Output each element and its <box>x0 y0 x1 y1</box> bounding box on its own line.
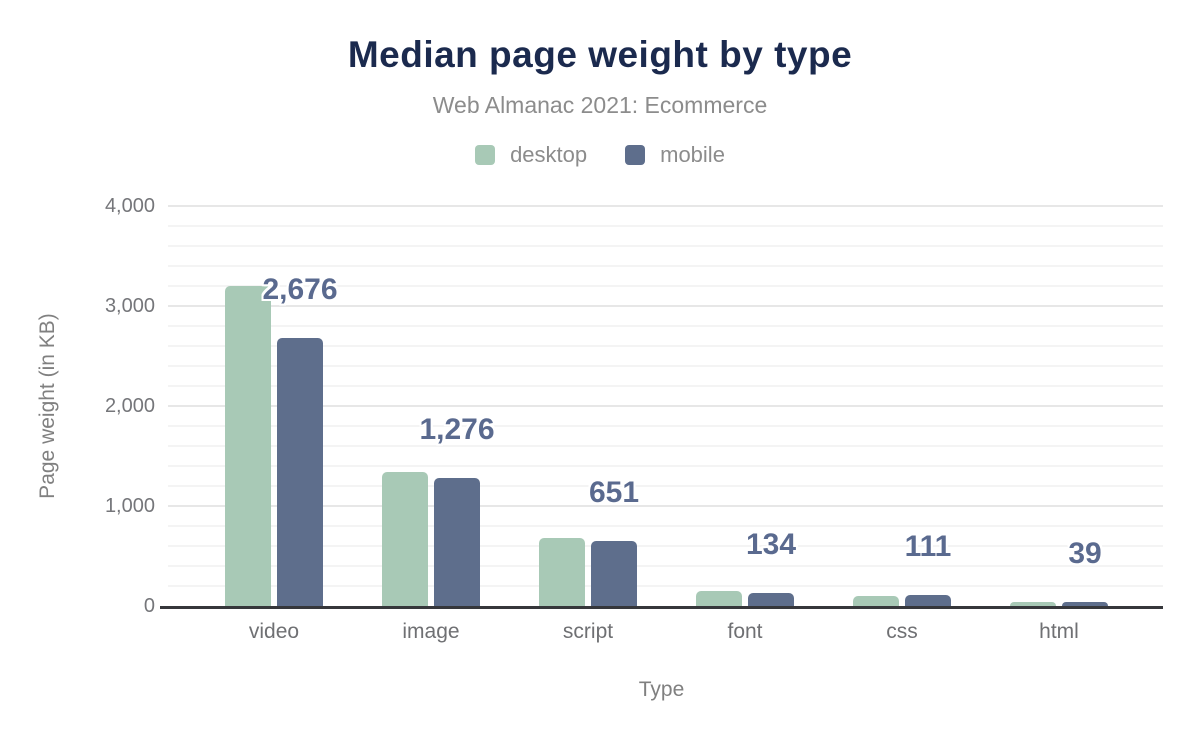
desktop-legend-label: desktop <box>510 142 588 167</box>
bar-mobile-css <box>905 594 951 606</box>
minor-gridline <box>168 325 1163 327</box>
minor-gridline <box>168 545 1163 547</box>
y-tick-label-3000: 3,000 <box>104 295 155 317</box>
minor-gridline <box>168 565 1163 567</box>
mobile-legend-swatch <box>625 145 646 165</box>
bar-desktop-html <box>1010 601 1056 606</box>
chart-title: Median page weight by type <box>347 34 853 75</box>
bar-mobile-script <box>591 540 637 606</box>
minor-gridline <box>168 365 1163 367</box>
value-label-font: 134 <box>745 527 797 561</box>
x-axis-line <box>160 606 1163 609</box>
minor-gridline <box>168 445 1163 447</box>
minor-gridline <box>168 225 1163 227</box>
bar-desktop-video <box>225 286 271 606</box>
value-label-image: 1,276 <box>419 413 495 447</box>
minor-gridline <box>168 525 1163 527</box>
major-gridline <box>168 305 1163 307</box>
bar-desktop-font <box>696 591 742 606</box>
value-label-html: 39 <box>1068 537 1102 571</box>
bar-mobile-html <box>1062 602 1108 606</box>
minor-gridline <box>168 285 1163 287</box>
x-tick-label-image: image <box>402 620 460 643</box>
y-tick-label-0: 0 <box>143 595 155 617</box>
mobile-legend-label: mobile <box>660 142 725 167</box>
legend-item-desktop: desktop <box>475 142 587 168</box>
minor-gridline <box>168 385 1163 387</box>
minor-gridline <box>168 245 1163 247</box>
y-tick-label-1000: 1,000 <box>104 495 155 517</box>
minor-gridline <box>168 465 1163 467</box>
minor-gridline <box>168 485 1163 487</box>
bar-mobile-font <box>748 592 794 606</box>
chart-subtitle: Web Almanac 2021: Ecommerce <box>432 92 768 118</box>
y-tick-label-4000: 4,000 <box>104 195 155 217</box>
bar-mobile-image <box>434 478 480 606</box>
value-label-video: 2,676 <box>262 273 338 307</box>
value-label-script: 651 <box>588 475 640 509</box>
x-axis-title: Type <box>638 678 685 701</box>
minor-gridline <box>168 585 1163 587</box>
bar-desktop-css <box>853 595 899 606</box>
minor-gridline <box>168 265 1163 267</box>
x-tick-label-script: script <box>562 620 614 643</box>
bar-desktop-image <box>382 471 428 606</box>
bar-desktop-script <box>539 538 585 606</box>
legend-item-mobile: mobile <box>625 142 725 168</box>
minor-gridline <box>168 425 1163 427</box>
desktop-legend-swatch <box>475 145 496 165</box>
y-tick-label-2000: 2,000 <box>104 395 155 417</box>
major-gridline <box>168 405 1163 407</box>
x-tick-label-video: video <box>248 620 300 643</box>
bar-mobile-video <box>277 338 323 606</box>
x-tick-label-html: html <box>1039 620 1079 643</box>
major-gridline <box>168 205 1163 207</box>
legend: desktop mobile <box>0 142 1200 168</box>
x-tick-label-css: css <box>886 620 918 643</box>
value-label-css: 111 <box>904 529 952 563</box>
major-gridline <box>168 505 1163 507</box>
minor-gridline <box>168 345 1163 347</box>
x-tick-label-font: font <box>727 620 763 643</box>
